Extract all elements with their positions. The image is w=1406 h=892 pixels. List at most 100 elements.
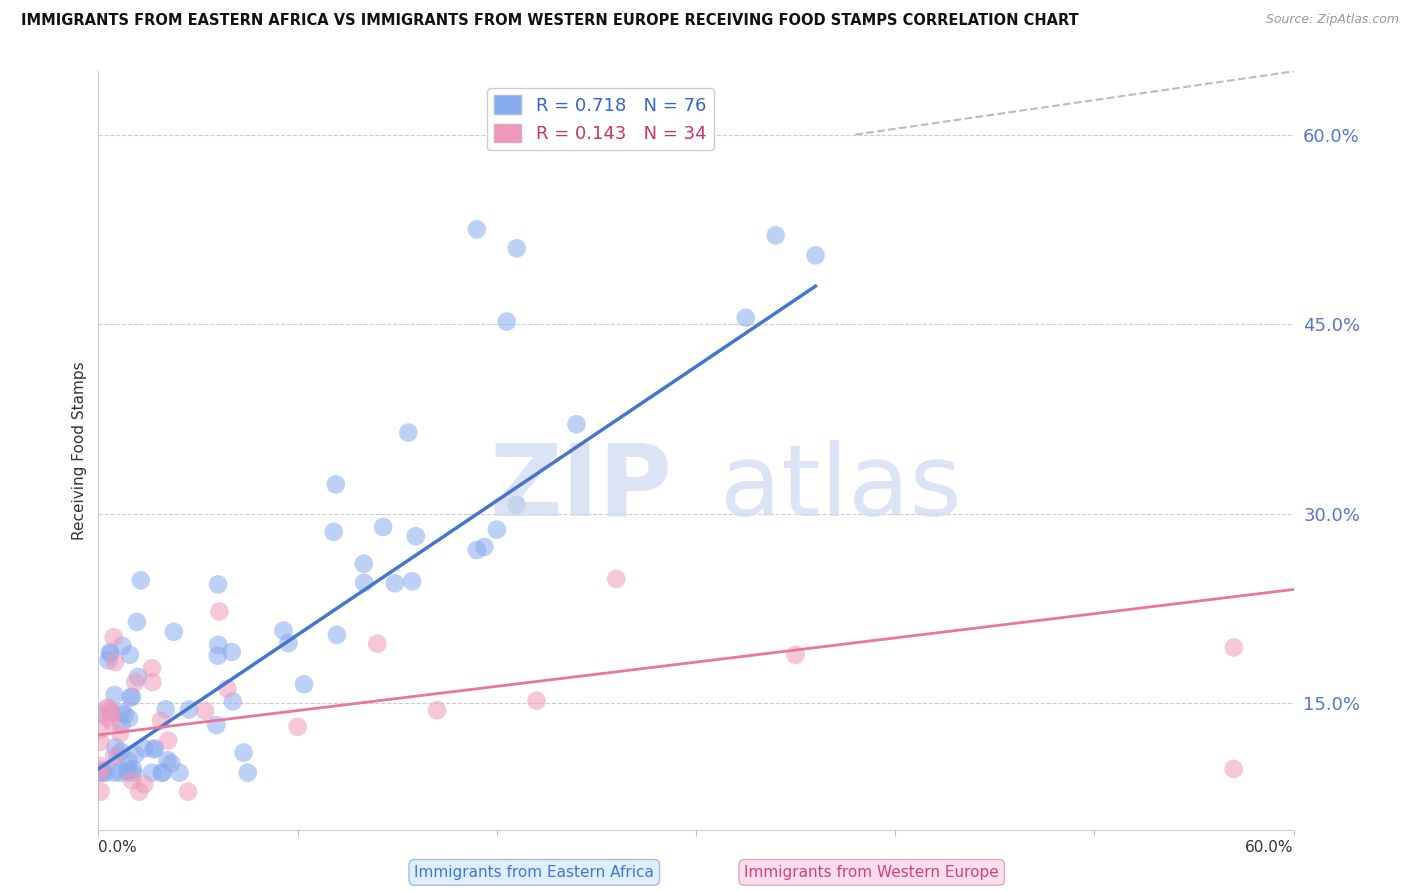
- Point: [160, 756, 183, 771]
- Y-axis label: Receiving Food Stamps: Receiving Food Stamps: [72, 361, 87, 540]
- Point: [326, 628, 349, 642]
- Point: [114, 707, 136, 722]
- Point: [142, 742, 165, 756]
- Point: [103, 688, 125, 702]
- Point: [495, 314, 517, 328]
- Point: [89, 706, 111, 721]
- Point: [353, 557, 375, 571]
- Point: [273, 624, 295, 638]
- Point: [155, 702, 177, 716]
- Point: [122, 762, 145, 776]
- Point: [785, 648, 807, 662]
- Text: Source: ZipAtlas.com: Source: ZipAtlas.com: [1265, 13, 1399, 27]
- Point: [150, 765, 173, 780]
- Point: [1223, 640, 1246, 655]
- Point: [426, 703, 449, 717]
- Point: [110, 745, 132, 759]
- Point: [127, 670, 149, 684]
- Point: [152, 765, 174, 780]
- Point: [156, 753, 179, 767]
- Point: [104, 655, 127, 669]
- Point: [163, 624, 186, 639]
- Point: [105, 750, 128, 764]
- Text: atlas: atlas: [720, 440, 962, 537]
- Point: [734, 310, 756, 325]
- Point: [207, 648, 229, 663]
- Text: Immigrants from Western Europe: Immigrants from Western Europe: [744, 865, 1000, 880]
- Point: [117, 763, 139, 777]
- Point: [208, 605, 231, 619]
- Point: [121, 773, 143, 788]
- Point: [97, 710, 120, 724]
- Point: [366, 637, 388, 651]
- Point: [194, 704, 217, 718]
- Point: [232, 746, 254, 760]
- Point: [124, 675, 146, 690]
- Point: [115, 765, 138, 780]
- Text: 60.0%: 60.0%: [1246, 839, 1294, 855]
- Point: [91, 765, 114, 780]
- Point: [292, 677, 315, 691]
- Point: [143, 741, 166, 756]
- Point: [506, 498, 529, 512]
- Point: [207, 577, 229, 591]
- Point: [122, 765, 145, 780]
- Legend: R = 0.718   N = 76, R = 0.143   N = 34: R = 0.718 N = 76, R = 0.143 N = 34: [486, 88, 714, 150]
- Point: [149, 714, 172, 728]
- Point: [110, 706, 132, 720]
- Point: [405, 529, 427, 543]
- Point: [89, 766, 111, 780]
- Point: [287, 720, 309, 734]
- Point: [177, 785, 200, 799]
- Point: [118, 648, 141, 662]
- Point: [396, 425, 419, 440]
- Point: [94, 765, 117, 780]
- Point: [277, 636, 299, 650]
- Point: [108, 726, 131, 740]
- Point: [485, 523, 508, 537]
- Point: [134, 741, 156, 756]
- Point: [141, 661, 163, 675]
- Point: [128, 785, 150, 799]
- Text: ZIP: ZIP: [489, 440, 672, 537]
- Point: [89, 759, 111, 773]
- Point: [205, 718, 228, 732]
- Point: [90, 785, 112, 799]
- Point: [157, 733, 180, 747]
- Point: [373, 520, 395, 534]
- Point: [97, 653, 120, 667]
- Point: [101, 706, 124, 720]
- Point: [90, 723, 112, 737]
- Point: [117, 754, 139, 768]
- Point: [100, 705, 122, 719]
- Point: [134, 777, 156, 791]
- Point: [129, 574, 152, 588]
- Point: [221, 645, 243, 659]
- Point: [141, 765, 163, 780]
- Point: [100, 714, 122, 729]
- Point: [90, 765, 112, 780]
- Point: [401, 574, 423, 589]
- Point: [325, 477, 347, 491]
- Point: [104, 740, 127, 755]
- Point: [804, 248, 827, 262]
- Text: Immigrants from Eastern Africa: Immigrants from Eastern Africa: [415, 865, 654, 880]
- Text: IMMIGRANTS FROM EASTERN AFRICA VS IMMIGRANTS FROM WESTERN EUROPE RECEIVING FOOD : IMMIGRANTS FROM EASTERN AFRICA VS IMMIGR…: [21, 13, 1078, 29]
- Point: [465, 222, 488, 236]
- Point: [125, 615, 148, 629]
- Point: [207, 638, 229, 652]
- Point: [506, 241, 529, 255]
- Point: [98, 645, 121, 659]
- Point: [526, 694, 548, 708]
- Point: [565, 417, 588, 432]
- Point: [91, 764, 114, 778]
- Point: [384, 576, 406, 591]
- Point: [103, 748, 125, 763]
- Point: [118, 711, 141, 725]
- Point: [103, 765, 125, 780]
- Point: [96, 700, 118, 714]
- Point: [222, 694, 245, 708]
- Point: [141, 675, 163, 690]
- Point: [110, 717, 132, 731]
- Point: [353, 575, 375, 590]
